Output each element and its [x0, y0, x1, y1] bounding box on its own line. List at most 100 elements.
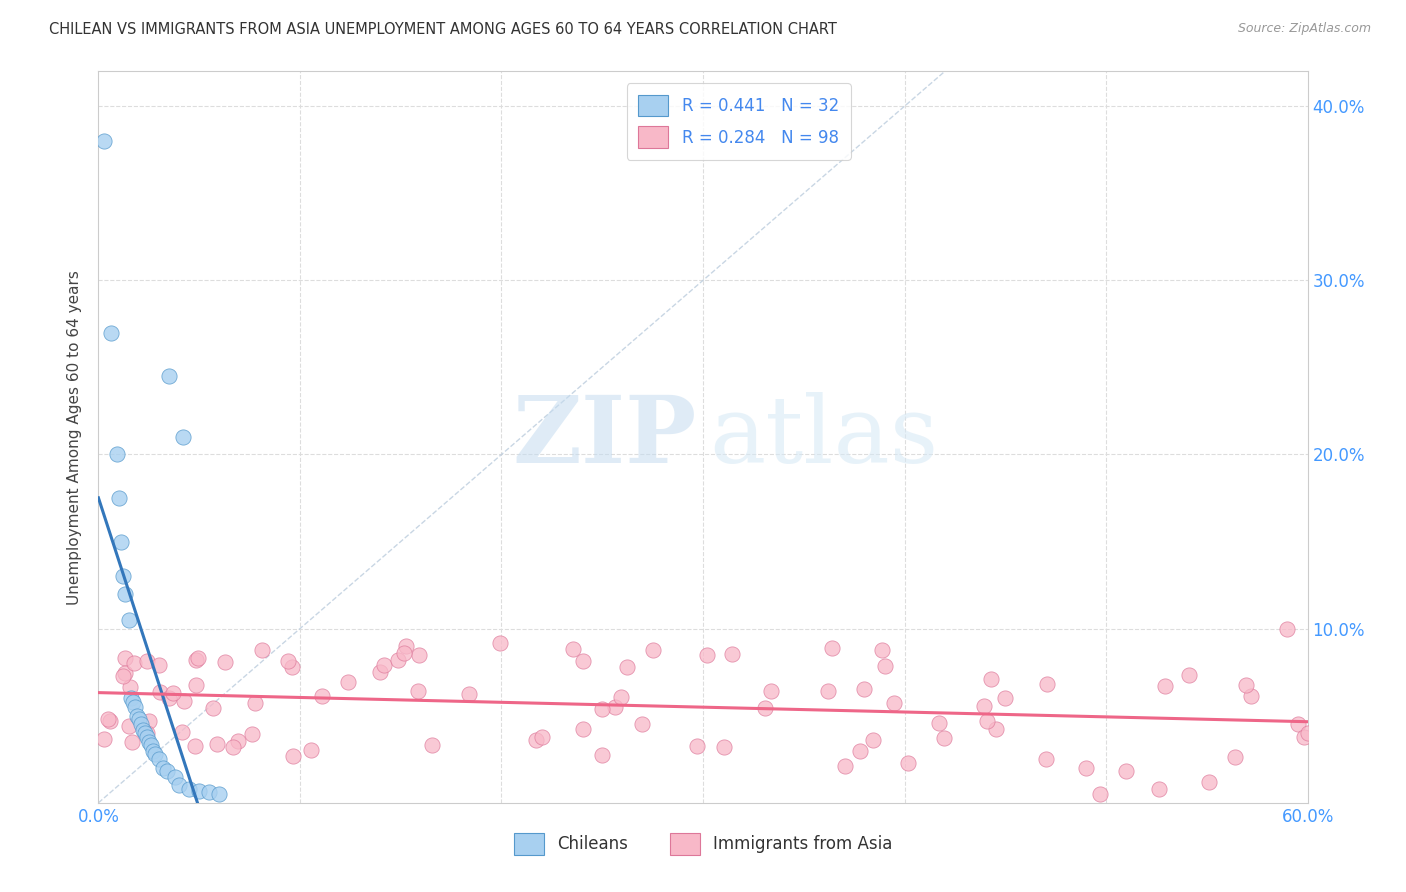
- Legend: R = 0.441   N = 32, R = 0.284   N = 98: R = 0.441 N = 32, R = 0.284 N = 98: [627, 83, 851, 160]
- Point: [311, 689, 333, 703]
- Point: [994, 691, 1017, 706]
- Point: [111, 569, 134, 583]
- Point: [392, 646, 415, 660]
- Point: [852, 682, 875, 697]
- Point: [1277, 622, 1299, 636]
- Point: [862, 733, 884, 747]
- Point: [228, 734, 250, 748]
- Point: [138, 714, 160, 728]
- Point: [222, 740, 245, 755]
- Text: ZIP: ZIP: [513, 392, 697, 482]
- Point: [872, 642, 894, 657]
- Point: [572, 654, 595, 668]
- Point: [118, 680, 141, 694]
- Point: [531, 730, 554, 744]
- Point: [105, 448, 128, 462]
- Point: [198, 785, 221, 799]
- Legend: Chileans, Immigrants from Asia: Chileans, Immigrants from Asia: [508, 827, 898, 862]
- Point: [114, 666, 136, 681]
- Point: [1234, 678, 1257, 692]
- Point: [128, 712, 150, 726]
- Point: [163, 770, 186, 784]
- Point: [1153, 679, 1175, 693]
- Point: [406, 683, 429, 698]
- Point: [135, 730, 157, 744]
- Point: [984, 722, 1007, 736]
- Point: [93, 134, 115, 148]
- Point: [173, 694, 195, 708]
- Point: [156, 764, 179, 779]
- Point: [188, 783, 211, 797]
- Point: [143, 747, 166, 761]
- Point: [817, 684, 839, 698]
- Point: [1036, 677, 1059, 691]
- Point: [152, 761, 174, 775]
- Point: [1088, 787, 1111, 801]
- Point: [1286, 717, 1309, 731]
- Point: [754, 701, 776, 715]
- Point: [395, 639, 418, 653]
- Point: [132, 723, 155, 737]
- Point: [458, 686, 481, 700]
- Point: [107, 491, 129, 505]
- Point: [179, 781, 201, 796]
- Point: [489, 635, 512, 649]
- Point: [686, 739, 709, 753]
- Point: [932, 731, 955, 746]
- Point: [849, 744, 872, 758]
- Text: Source: ZipAtlas.com: Source: ZipAtlas.com: [1237, 22, 1371, 36]
- Point: [834, 759, 856, 773]
- Point: [820, 640, 842, 655]
- Point: [148, 752, 170, 766]
- Point: [1147, 781, 1170, 796]
- Point: [214, 655, 236, 669]
- Point: [250, 642, 273, 657]
- Point: [148, 657, 170, 672]
- Point: [184, 653, 207, 667]
- Point: [139, 739, 162, 753]
- Point: [973, 698, 995, 713]
- Point: [205, 737, 228, 751]
- Point: [110, 534, 132, 549]
- Point: [187, 650, 209, 665]
- Point: [641, 643, 664, 657]
- Point: [1035, 752, 1057, 766]
- Point: [184, 678, 207, 692]
- Y-axis label: Unemployment Among Ages 60 to 64 years: Unemployment Among Ages 60 to 64 years: [67, 269, 83, 605]
- Point: [605, 700, 627, 714]
- Point: [118, 613, 141, 627]
- Point: [136, 654, 159, 668]
- Point: [591, 748, 613, 763]
- Point: [138, 735, 160, 749]
- Point: [118, 719, 141, 733]
- Point: [208, 787, 231, 801]
- Point: [1115, 764, 1137, 779]
- Point: [121, 695, 143, 709]
- Point: [299, 743, 322, 757]
- Point: [897, 756, 920, 770]
- Point: [281, 749, 304, 764]
- Point: [713, 739, 735, 754]
- Point: [125, 708, 148, 723]
- Point: [98, 714, 121, 729]
- Point: [277, 654, 299, 668]
- Text: CHILEAN VS IMMIGRANTS FROM ASIA UNEMPLOYMENT AMONG AGES 60 TO 64 YEARS CORRELATI: CHILEAN VS IMMIGRANTS FROM ASIA UNEMPLOY…: [49, 22, 837, 37]
- Point: [631, 717, 654, 731]
- Point: [135, 726, 157, 740]
- Point: [591, 702, 613, 716]
- Point: [572, 722, 595, 736]
- Point: [1240, 689, 1263, 703]
- Point: [184, 739, 207, 754]
- Point: [240, 727, 263, 741]
- Point: [1296, 726, 1319, 740]
- Point: [172, 430, 194, 444]
- Point: [122, 657, 145, 671]
- Point: [202, 701, 225, 715]
- Point: [1198, 775, 1220, 789]
- Point: [157, 369, 180, 384]
- Point: [167, 778, 190, 792]
- Point: [368, 665, 391, 680]
- Point: [124, 700, 146, 714]
- Point: [1074, 761, 1097, 775]
- Point: [93, 731, 115, 746]
